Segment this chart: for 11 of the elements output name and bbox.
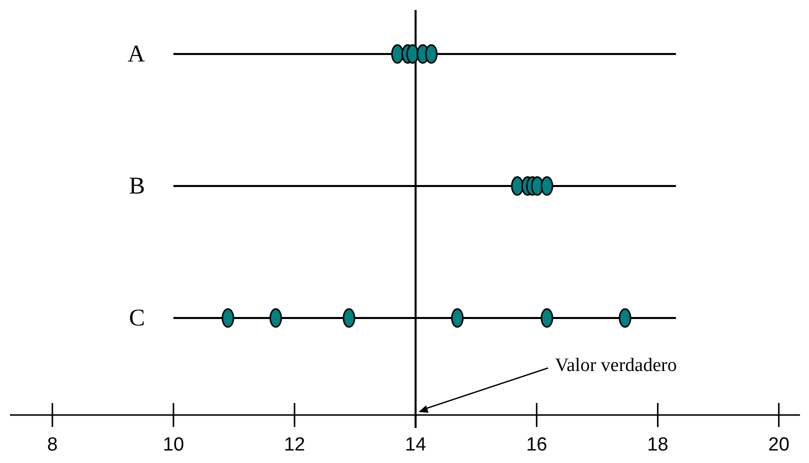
x-tick-label: 8 <box>47 434 58 456</box>
y-tick-label: B <box>128 174 145 200</box>
x-tick-label: 18 <box>647 434 668 456</box>
x-tick-label: 14 <box>405 434 427 456</box>
x-tick-label: 12 <box>284 434 306 456</box>
ref-line-label: Valor verdadero <box>555 355 677 376</box>
x-tick-label: 10 <box>162 434 184 456</box>
y-tick-label: C <box>128 306 145 332</box>
x-tick-label: 16 <box>526 434 548 456</box>
x-tick-label: 20 <box>768 434 790 456</box>
y-tick-label: A <box>128 42 146 68</box>
